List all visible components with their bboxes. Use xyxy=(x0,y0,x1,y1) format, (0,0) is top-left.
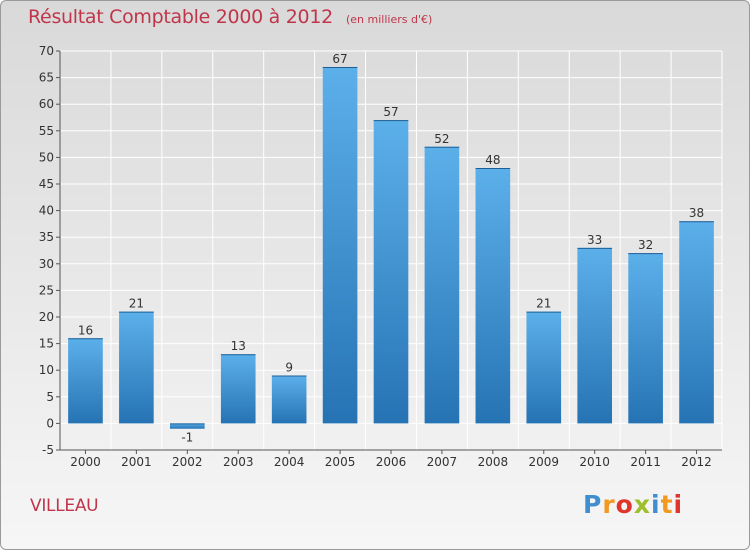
x-tick-label: 2001 xyxy=(121,455,152,469)
value-labels: 16 21 -1 13 9 67 57 52 48 21 33 32 38 xyxy=(78,52,704,445)
data-label: 38 xyxy=(689,206,704,220)
bar xyxy=(424,146,460,424)
bars xyxy=(68,66,714,429)
y-tick-label: 45 xyxy=(39,177,54,191)
x-tick-label: 2000 xyxy=(70,455,101,469)
x-tick-label: 2005 xyxy=(325,455,356,469)
bar xyxy=(322,66,358,424)
logo-letter: P xyxy=(583,490,603,519)
x-tick-label: 2007 xyxy=(427,455,458,469)
bar xyxy=(475,168,511,424)
y-tick-label: 35 xyxy=(39,230,54,244)
logo-letter: t xyxy=(660,490,674,519)
y-tick-label: 50 xyxy=(39,150,54,164)
bar xyxy=(526,311,562,424)
data-label: 32 xyxy=(638,238,653,252)
y-tick-label: 70 xyxy=(39,44,54,58)
y-tick-label: 65 xyxy=(39,71,54,85)
commune-name: VILLEAU xyxy=(30,496,99,516)
x-tick-label: 2002 xyxy=(172,455,203,469)
chart-title-group: Résultat Comptable 2000 à 2012 (en milli… xyxy=(28,6,432,28)
x-tick-labels: 2000 2001 2002 2003 2004 2005 2006 2007 2008 2009… xyxy=(70,455,712,469)
x-tick-label: 2008 xyxy=(478,455,509,469)
data-label: 21 xyxy=(536,297,551,311)
data-label: 67 xyxy=(332,52,347,66)
bar xyxy=(68,338,103,424)
data-label: 16 xyxy=(78,323,93,337)
x-tick-label: 2004 xyxy=(274,455,305,469)
data-label: 9 xyxy=(285,361,293,375)
chart-title: Résultat Comptable 2000 à 2012 xyxy=(28,6,333,28)
bar xyxy=(373,120,409,424)
y-tick-labels: -5 0 5 10 15 20 25 30 35 40 45 50 55 60 65 70 xyxy=(39,44,54,457)
logo-letter: r xyxy=(602,490,616,519)
y-tick-label: 60 xyxy=(39,97,54,111)
bar xyxy=(119,311,154,424)
data-label: 13 xyxy=(231,339,246,353)
logo-letter: x xyxy=(633,490,651,519)
bar xyxy=(628,253,663,424)
y-tick-label: 5 xyxy=(46,390,54,404)
logo-letter: i xyxy=(651,490,661,519)
y-tick-label: 40 xyxy=(39,204,54,218)
bar xyxy=(169,423,205,429)
chart-unit: (en milliers d'€) xyxy=(345,13,433,26)
bar xyxy=(679,221,714,424)
y-tick-label: 30 xyxy=(39,257,54,271)
y-tick-label: 55 xyxy=(39,124,54,138)
x-tick-label: 2011 xyxy=(630,455,661,469)
y-tick-label: 15 xyxy=(39,337,54,351)
proxiti-logo: Proxiti xyxy=(583,490,683,519)
data-label: -1 xyxy=(181,431,193,445)
logo-letter: o xyxy=(615,490,634,519)
y-tick-label: 10 xyxy=(39,363,54,377)
logo-letter: i xyxy=(673,490,684,519)
y-tick-label: 20 xyxy=(39,310,54,324)
bar xyxy=(577,247,613,424)
data-label: 21 xyxy=(129,297,144,311)
axes xyxy=(56,50,722,454)
y-tick-label: 0 xyxy=(46,416,54,430)
data-label: 48 xyxy=(485,153,500,167)
x-tick-label: 2003 xyxy=(223,455,254,469)
x-tick-label: 2006 xyxy=(376,455,407,469)
x-tick-label: 2012 xyxy=(681,455,712,469)
y-tick-label: -5 xyxy=(42,443,54,457)
bar xyxy=(220,354,256,424)
data-label: 33 xyxy=(587,233,602,247)
y-tick-label: 25 xyxy=(39,283,54,297)
x-tick-label: 2010 xyxy=(579,455,610,469)
data-label: 52 xyxy=(434,132,449,146)
bar xyxy=(271,375,307,424)
data-label: 57 xyxy=(383,105,398,119)
x-tick-label: 2009 xyxy=(528,455,559,469)
